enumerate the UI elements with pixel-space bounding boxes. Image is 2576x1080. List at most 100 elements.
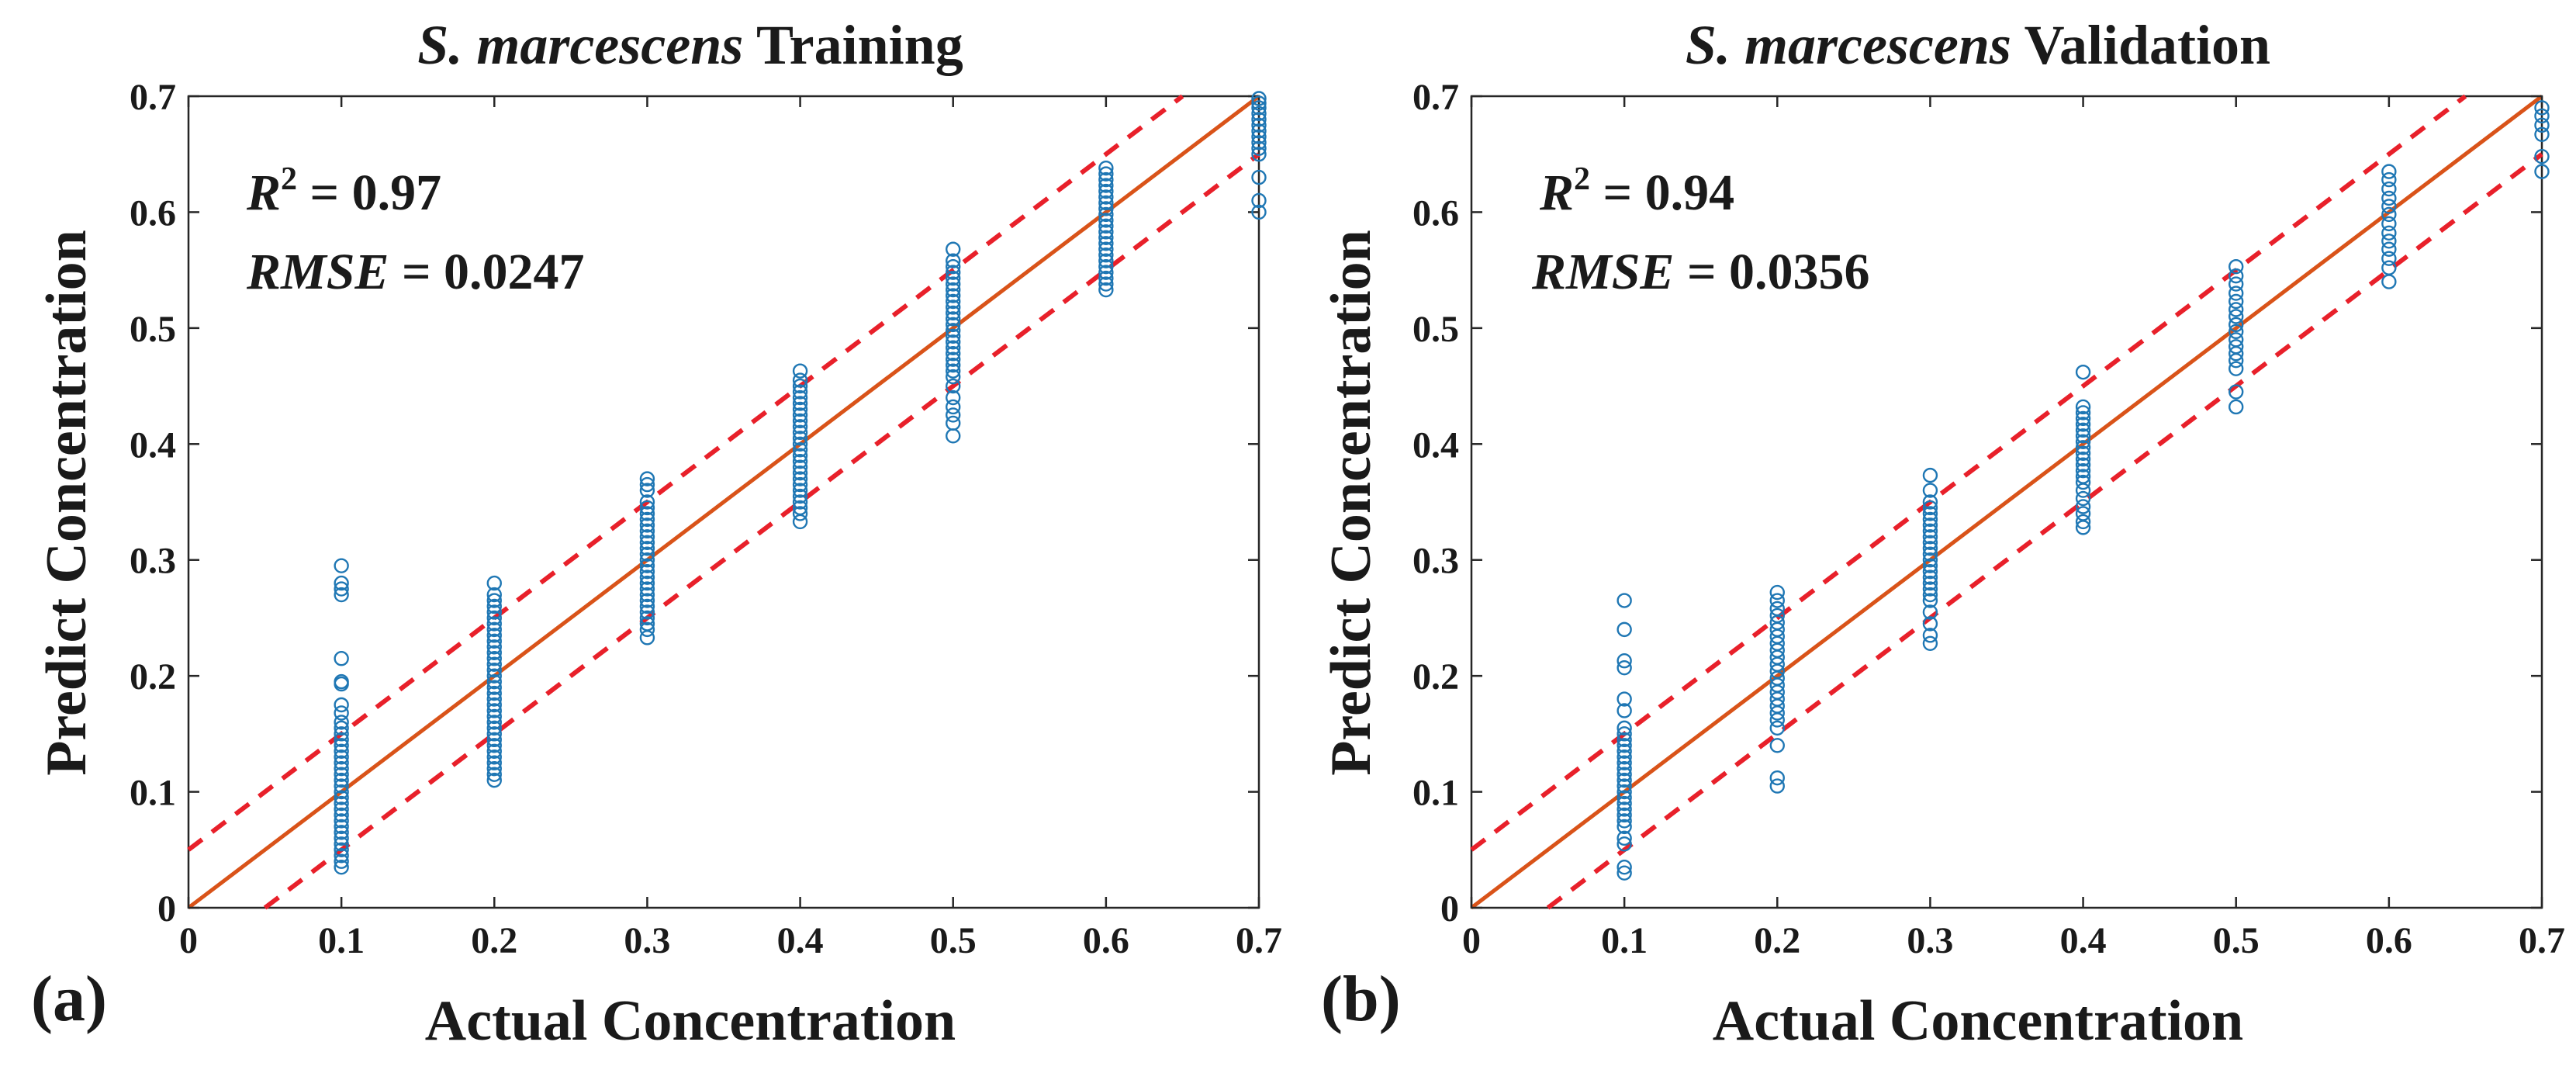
data-point [1922, 529, 1938, 545]
data-point [1098, 218, 1114, 234]
data-point [1616, 772, 1632, 788]
data-point [1098, 171, 1114, 188]
data-point [639, 558, 655, 573]
data-point [334, 830, 349, 846]
lower-bound-line [263, 152, 1260, 910]
rmse-value: = 0.0247 [389, 244, 584, 300]
data-point [2075, 364, 2091, 380]
data-point [792, 471, 808, 486]
y-tick-label: 0.2 [130, 656, 176, 698]
data-point [639, 523, 655, 539]
data-point [1769, 712, 1785, 728]
data-point [792, 424, 808, 441]
data-point [486, 755, 502, 770]
data-point [1616, 778, 1632, 794]
data-point [486, 685, 502, 701]
data-point [334, 760, 349, 777]
r2-symbol: R [246, 164, 281, 221]
data-point [946, 253, 961, 268]
data-point [486, 726, 502, 742]
title-suffix: Validation [2011, 14, 2270, 76]
data-point [486, 680, 502, 695]
data-point [2381, 164, 2397, 179]
data-point [334, 813, 349, 829]
data-point [946, 399, 961, 415]
data-point [1098, 166, 1114, 182]
data-point [334, 587, 349, 603]
data-point [792, 372, 808, 388]
data-point [946, 328, 961, 344]
data-point [2228, 384, 2244, 400]
data-point [2381, 234, 2397, 249]
r2-annotation: R2 = 0.97 [246, 161, 441, 221]
data-point [946, 241, 961, 257]
data-point [792, 454, 808, 469]
data-point [334, 807, 349, 823]
data-point [334, 726, 349, 742]
data-point [1616, 767, 1632, 782]
data-point [639, 587, 655, 603]
y-tick-label: 0.1 [1412, 773, 1459, 814]
data-point [486, 628, 502, 643]
data-point [1922, 552, 1938, 568]
data-point [1922, 604, 1938, 620]
data-point [2075, 457, 2091, 472]
data-point [2381, 216, 2397, 232]
data-point [2075, 422, 2091, 438]
data-point [639, 581, 655, 597]
title-species: S. marcescens [1686, 14, 2011, 76]
data-point [1769, 778, 1785, 794]
data-point [1098, 213, 1114, 228]
x-tick-label: 0.7 [2519, 920, 2565, 961]
data-point [2381, 199, 2397, 214]
data-point [946, 340, 961, 355]
data-point [486, 598, 502, 614]
x-tick-label: 0.6 [1083, 920, 1129, 961]
data-point [334, 842, 349, 857]
data-point [486, 732, 502, 748]
data-point [1251, 123, 1267, 139]
r2-superscript: 2 [1574, 161, 1590, 197]
data-point [1922, 581, 1938, 597]
data-point [792, 407, 808, 423]
data-point [1098, 253, 1114, 268]
data-point [1769, 584, 1785, 601]
data-point [334, 795, 349, 812]
data-point [486, 604, 502, 620]
data-point [334, 853, 349, 869]
plot-area: 0 0.1 0.2 0.3 0.4 0.5 0.6 0.7 0 0.1 0.2 0.3 0.4 0.5 0.… [130, 77, 1282, 961]
data-point [946, 323, 961, 338]
data-point [792, 436, 808, 452]
data-point [486, 715, 502, 730]
data-point [1616, 691, 1632, 707]
data-point [334, 558, 349, 573]
data-point [639, 471, 655, 486]
data-point [792, 413, 808, 429]
data-point [486, 593, 502, 608]
data-point [2075, 405, 2091, 421]
data-point [2228, 309, 2244, 324]
data-point [946, 276, 961, 292]
data-point [946, 288, 961, 303]
data-point [1616, 738, 1632, 753]
data-point [1922, 635, 1938, 652]
panel-validation: S. marcescens Validation 0 0.1 0.2 0.3 0.4 0.… [1319, 14, 2565, 1053]
data-point [639, 529, 655, 545]
data-point [2228, 268, 2244, 284]
data-point [1251, 169, 1267, 185]
upper-bound-line [187, 94, 1184, 852]
x-tick-label: 0.2 [1754, 920, 1800, 961]
y-tick-label: 0.5 [130, 309, 176, 350]
data-point [1922, 558, 1938, 573]
data-point [639, 593, 655, 608]
data-point [1251, 147, 1267, 162]
data-point [2381, 225, 2397, 241]
data-point [1616, 819, 1632, 835]
data-point [2075, 410, 2091, 427]
y-tick-label: 0.2 [1412, 656, 1459, 698]
data-point [1098, 265, 1114, 280]
chart-title: S. marcescens Validation [1686, 14, 2270, 76]
data-point [334, 575, 349, 591]
data-point [2228, 324, 2244, 340]
data-point [2075, 445, 2091, 461]
